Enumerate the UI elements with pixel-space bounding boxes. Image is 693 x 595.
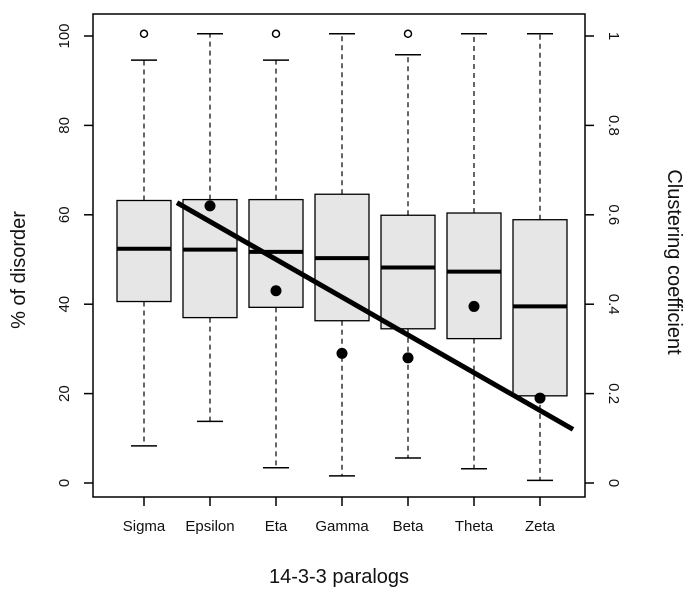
x-tick-label-zeta: Zeta [525,518,556,535]
box-iqr [446,212,502,340]
box-iqr [380,214,436,330]
x-tick-label-sigma: Sigma [123,518,166,535]
box-sigma [116,29,172,447]
plot-frame [92,13,586,498]
outlier-point [139,29,149,39]
box-beta [380,29,436,459]
clustering-point-zeta [534,392,546,404]
trend-line [175,200,575,432]
clustering-point-epsilon [204,200,216,212]
box-iqr [116,199,172,303]
right-y-tick-label: 0.6 [605,204,622,225]
clustering-point-beta [402,352,414,364]
right-y-tick-label: 0.2 [605,383,622,404]
x-tick-label-eta: Eta [265,518,288,535]
clustering-point-eta [270,285,282,297]
x-tick-label-theta: Theta [455,518,494,535]
right-y-axis-title: Clustering coefficient [663,169,685,355]
right-y-tick-label: 0.4 [605,294,622,315]
x-axis-title: 14-3-3 paralogs [269,566,409,588]
right-y-tick-label: 0 [605,479,622,487]
left-y-tick-label: 80 [56,117,73,134]
box-iqr [182,198,238,319]
x-tick-label-beta: Beta [393,518,425,535]
right-y-tick-label: 1 [605,32,622,40]
outlier-point [403,29,413,39]
axes: 0 20 40 60 80 100 0 0.2 0.4 0.6 0.8 1 Sigma Epsilon Et… [56,13,622,535]
clustering-point-gamma [336,347,348,359]
right-y-tick-label: 0.8 [605,115,622,136]
box-zeta [512,33,568,482]
clustering-point-theta [468,300,480,312]
plot-area [116,29,575,482]
box-theta [446,33,502,470]
outlier-point [271,29,281,39]
left-y-tick-label: 0 [56,479,73,487]
left-y-tick-label: 60 [56,206,73,223]
left-y-tick-label: 20 [56,385,73,402]
left-y-axis-title: % of disorder [8,211,30,329]
left-y-tick-label: 40 [56,296,73,313]
x-tick-label-gamma: Gamma [315,518,369,535]
x-tick-label-epsilon: Epsilon [185,518,234,535]
left-y-tick-label: 100 [56,23,73,48]
